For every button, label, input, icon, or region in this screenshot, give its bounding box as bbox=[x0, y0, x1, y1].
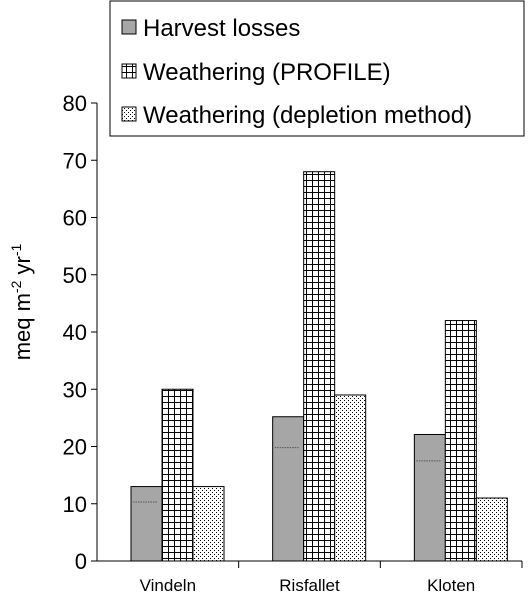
x-axis-categories: Vindeln Risfallet Kloten bbox=[140, 561, 523, 595]
bar-weathering-profile-risfallet bbox=[303, 171, 336, 562]
y-axis-ticks: 0 10 20 30 40 50 60 70 80 bbox=[63, 91, 97, 574]
y-tick-label-20: 20 bbox=[63, 435, 87, 460]
y-tick-label-50: 50 bbox=[63, 263, 87, 288]
legend-swatch-1 bbox=[121, 19, 137, 35]
legend-swatch-3 bbox=[121, 106, 137, 122]
bar-weathering-depletion-method-kloten bbox=[475, 497, 508, 562]
bar-harvest-losses-vindeln bbox=[130, 486, 163, 562]
legend-swatch-2 bbox=[121, 63, 137, 79]
y-tick-label-10: 10 bbox=[63, 492, 87, 517]
y-tick-label-70: 70 bbox=[63, 148, 87, 173]
bar-weathering-depletion-method-risfallet bbox=[334, 394, 367, 562]
legend-label-2: Weathering (PROFILE) bbox=[143, 59, 391, 86]
legend-box bbox=[109, 0, 525, 137]
bar-weathering-depletion-method-vindeln bbox=[192, 486, 225, 562]
bar-harvest-losses-risfallet bbox=[272, 416, 305, 562]
legend: Harvest losses Weathering (PROFILE) Weathe… bbox=[109, 0, 525, 137]
y-tick-label-80: 80 bbox=[63, 91, 87, 116]
x-tick-label-kloten: Kloten bbox=[427, 576, 475, 595]
bar-weathering-profile-vindeln bbox=[161, 388, 194, 562]
bar-weathering-profile-kloten bbox=[444, 320, 477, 562]
y-tick-label-0: 0 bbox=[75, 549, 87, 574]
legend-label-1: Harvest losses bbox=[143, 15, 300, 42]
legend-label-3: Weathering (depletion method) bbox=[143, 102, 472, 129]
plot-area bbox=[96, 103, 522, 562]
y-tick-label-30: 30 bbox=[63, 377, 87, 402]
y-tick-label-60: 60 bbox=[63, 206, 87, 231]
x-tick-label-risfallet: Risfallet bbox=[279, 576, 340, 595]
y-tick-label-40: 40 bbox=[63, 320, 87, 345]
bar-harvest-losses-kloten bbox=[413, 433, 446, 562]
y-axis-label: meq m-2 yr-1 bbox=[8, 243, 35, 360]
x-tick-label-vindeln: Vindeln bbox=[140, 576, 196, 595]
